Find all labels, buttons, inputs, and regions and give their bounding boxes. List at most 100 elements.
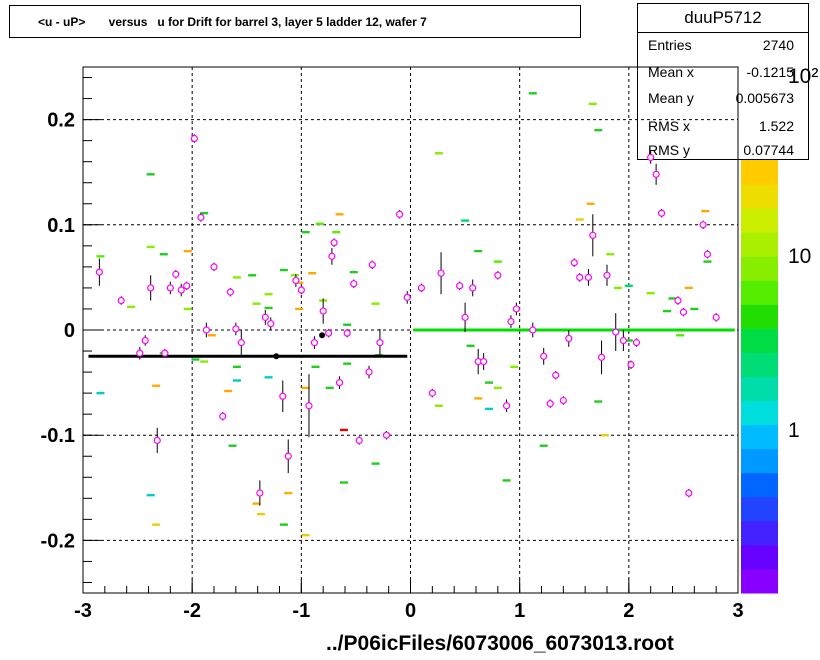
histogram-cell [315,222,324,225]
profile-marker [552,371,560,379]
histogram-cell [295,281,304,284]
histogram-cell [232,365,241,369]
stats-label: RMS x [648,118,690,134]
profile-marker [619,336,627,345]
histogram-cell [434,152,443,155]
histogram-cell [264,293,273,296]
palette-swatch [741,568,778,594]
palette-swatch [741,400,778,426]
profile-marker [461,313,469,321]
profile-marker [210,263,218,271]
axis-ticks [82,77,739,593]
histogram-cell [594,400,603,403]
profile-marker [153,436,161,445]
profile-marker [237,339,245,347]
histogram-cell [146,245,155,249]
profile-marker [350,280,358,288]
profile-marker [657,209,666,217]
stats-histogram-name: duuP5712 [638,4,808,33]
histogram-cell [586,202,595,205]
histogram-cell [127,305,136,309]
profile-marker [540,352,548,360]
histogram-cells [96,92,712,537]
profile-marker [197,213,205,222]
plot-title: <u - uP> versus u for Drift for barrel 3… [38,15,427,29]
profile-marker [365,368,373,376]
profile-marker [627,361,635,369]
profile-marker [183,282,191,290]
palette-swatch [741,160,778,185]
histogram-cell [668,297,677,300]
profile-marker [325,329,333,337]
histogram-cell [502,479,511,482]
profile-marker [172,270,180,278]
profile-marker [267,320,275,328]
histogram-cell [290,274,299,277]
profile-marker [232,325,240,333]
histogram-cell [228,444,237,447]
histogram-cell [232,379,241,382]
palette-swatch [741,328,778,353]
histogram-cell [624,284,633,288]
histogram-cell [624,339,633,342]
y-tick-label: 0 [64,320,75,342]
profile-marker [469,284,477,292]
y-tick-label: 0.2 [47,110,75,132]
palette-swatch [741,232,778,257]
histogram-cell [339,481,348,484]
histogram-cell [264,376,273,379]
y-tick-label: -0.1 [41,425,75,447]
histogram-cell [332,230,341,234]
palette-swatch [741,472,778,498]
stats-row-rms-y: RMS y 0.07744 [638,138,808,164]
histogram-cell [343,362,352,365]
palette-swatch [741,184,778,209]
histogram-cell [183,249,192,253]
histogram-cell [152,384,161,387]
histogram-cell [703,260,712,263]
profile-marker [279,392,287,400]
profile-marker [226,288,234,296]
stats-value: 0.07744 [743,142,794,158]
profile-marker [529,326,537,334]
profile-marker [147,284,155,292]
palette-swatch [741,448,778,474]
profile-marker [343,329,351,337]
histogram-cell [371,462,380,465]
profile-marker [284,452,292,460]
histogram-cell [200,360,209,363]
stats-row-mean-x: Mean x -0.1215 [638,60,808,86]
x-tick-label: 2 [623,600,634,622]
palette-swatch [741,496,778,522]
histogram-cell [528,92,537,95]
histogram-cell [493,260,502,263]
histogram-cell [461,219,470,222]
profile-marker [219,412,227,420]
profile-marker [368,261,376,269]
histogram-cell [600,434,609,437]
profile-marker [177,286,185,294]
mean-point [273,353,280,360]
profile-marker [95,268,103,276]
x-tick-label: 0 [405,600,416,622]
y-tick-label: 0.1 [47,215,75,237]
profile-marker [437,269,445,277]
palette-swatch [741,520,778,546]
profile-marker [502,402,511,410]
histogram-cell [339,428,348,432]
stats-label: Entries [648,37,692,53]
histogram-cell [343,323,352,326]
histogram-cell [146,173,155,176]
stats-label: Mean x [648,64,694,80]
histogram-cell [588,102,597,106]
histogram-cell [311,365,320,369]
stats-row-rms-x: RMS x 1.522 [638,114,808,140]
histogram-cell [474,397,483,400]
palette-swatch [741,304,778,329]
histogram-cell [613,286,622,290]
profile-marker [712,313,720,321]
profile-marker [117,296,125,305]
grid-lines [83,67,738,593]
plot-title-box: <u - uP> versus u for Drift for barrel 3… [9,5,581,38]
histogram-cell [279,523,288,526]
